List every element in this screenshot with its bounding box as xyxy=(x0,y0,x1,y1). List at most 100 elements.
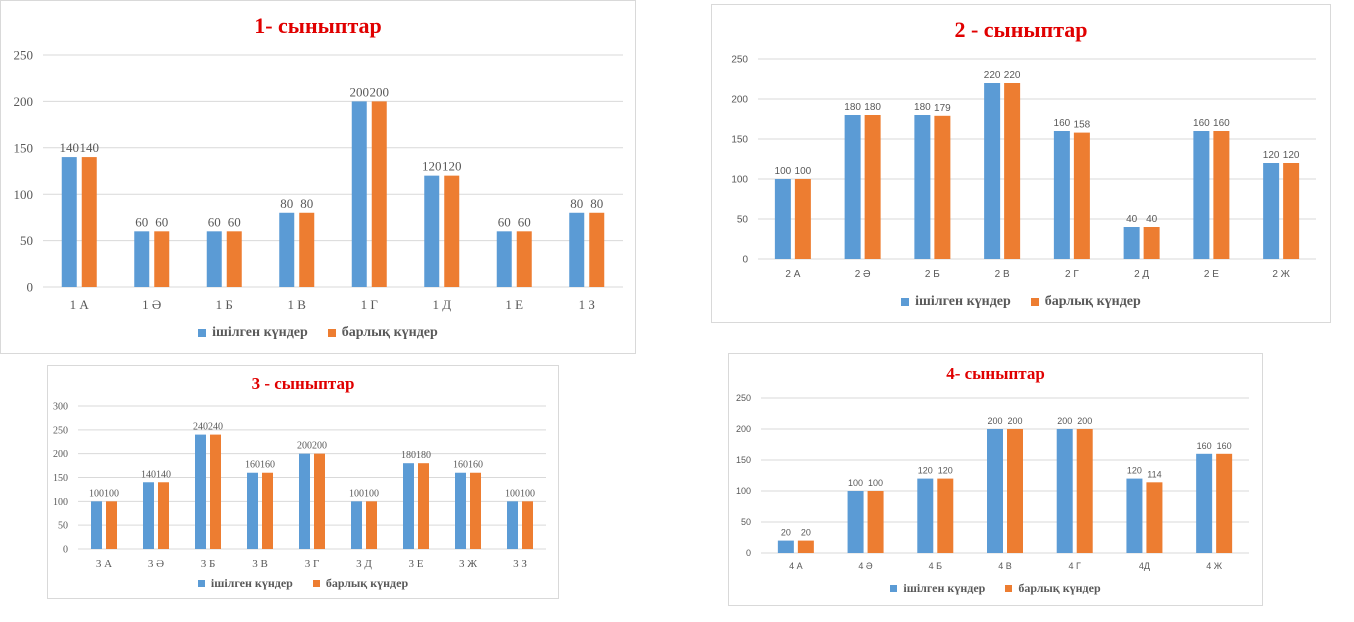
data-label: 140 xyxy=(156,469,171,480)
bar-series-1 xyxy=(917,478,934,553)
data-label: 160 xyxy=(468,460,483,471)
bar-series-1 xyxy=(1193,131,1210,259)
data-label: 180 xyxy=(416,450,431,461)
bar-series-2 xyxy=(158,482,169,549)
bar-series-1 xyxy=(1263,163,1280,259)
data-label: 100 xyxy=(795,166,812,177)
chart-plot: 0 50 100 150 200 250 4 А 20 20 4 Ә 100 100 4 Б 120 120… xyxy=(736,393,1249,571)
x-tick-label: 3 В xyxy=(252,558,268,570)
chart-legend: ішілген күндер барлық күндер xyxy=(1,325,635,341)
data-label: 20 xyxy=(801,528,811,538)
y-tick-label: 0 xyxy=(63,545,68,556)
chart-legend: ішілген күндер барлық күндер xyxy=(712,294,1330,310)
data-label: 120 xyxy=(938,466,953,476)
x-tick-label: 3 Е xyxy=(409,558,424,570)
x-tick-label: 1 А xyxy=(70,297,90,312)
bar-series-2 xyxy=(797,540,814,553)
bar-series-1 xyxy=(507,501,518,549)
data-label: 80 xyxy=(570,196,583,211)
data-label: 60 xyxy=(208,214,221,229)
bar-series-2 xyxy=(522,501,533,549)
legend-item-series-2: барлық күндер xyxy=(1030,294,1141,310)
chart-title: 1- сыныптар xyxy=(254,13,382,38)
bar-series-2 xyxy=(1213,131,1230,259)
y-tick-label: 150 xyxy=(53,473,68,484)
bar-series-1 xyxy=(987,429,1003,553)
chart-panel-3: 3 - сыныптар 0 50 100 150 200 250 300 3 А 100 100… xyxy=(47,365,559,599)
data-label: 60 xyxy=(498,214,511,229)
y-tick-label: 200 xyxy=(53,449,68,460)
bar-series-2 xyxy=(299,212,315,287)
data-label: 160 xyxy=(1217,441,1232,451)
x-tick-label: 3 Д xyxy=(356,558,372,570)
bar-series-2 xyxy=(1007,429,1023,553)
x-tick-label: 4 Г xyxy=(1069,561,1082,571)
data-label: 60 xyxy=(228,214,241,229)
data-label: 114 xyxy=(1147,469,1161,479)
y-tick-label: 250 xyxy=(736,393,751,403)
bar-series-2 xyxy=(81,157,97,287)
y-tick-label: 150 xyxy=(14,140,34,155)
data-label: 160 xyxy=(1197,441,1212,451)
data-label: 100 xyxy=(868,478,883,488)
data-label: 60 xyxy=(518,214,531,229)
bar-series-2 xyxy=(1073,132,1090,259)
x-tick-label: 1 З xyxy=(579,297,595,312)
x-tick-label: 2 Б xyxy=(925,269,940,280)
x-tick-label: 4 Ә xyxy=(858,561,873,571)
legend-item-series-2: барлық күндер xyxy=(1005,581,1101,596)
x-tick-label: 2 Г xyxy=(1065,269,1079,280)
bar-series-2 xyxy=(1076,429,1093,553)
bar-series-1 xyxy=(424,175,440,287)
y-tick-label: 50 xyxy=(737,215,749,226)
bar-series-1 xyxy=(984,83,1001,259)
bar-series-1 xyxy=(455,472,466,549)
data-label: 20 xyxy=(781,528,791,538)
y-tick-label: 250 xyxy=(14,48,34,63)
data-label: 160 xyxy=(453,460,468,471)
y-tick-label: 100 xyxy=(731,175,748,186)
chart-legend: ішілген күндер барлық күндер xyxy=(729,581,1262,596)
x-tick-label: 3 Г xyxy=(305,558,320,570)
bar-series-2 xyxy=(371,101,387,288)
data-label: 80 xyxy=(280,196,293,211)
data-label: 160 xyxy=(1193,118,1210,129)
data-label: 240 xyxy=(193,422,208,433)
x-tick-label: 4 Ж xyxy=(1206,561,1223,571)
chart-title: 4- сыныптар xyxy=(946,364,1045,383)
data-label: 200 xyxy=(1057,416,1072,426)
bar-series-1 xyxy=(247,472,258,549)
bar-series-1 xyxy=(195,434,206,549)
bar-series-2 xyxy=(470,472,481,549)
y-tick-label: 50 xyxy=(58,521,68,532)
legend-swatch-series-1 xyxy=(890,585,898,592)
bar-series-1 xyxy=(299,453,310,549)
data-label: 100 xyxy=(364,488,379,499)
x-tick-label: 4 Б xyxy=(929,561,943,571)
x-tick-label: 1 Д xyxy=(432,297,451,312)
chart-legend: ішілген күндер барлық күндер xyxy=(48,576,558,591)
data-label: 100 xyxy=(89,488,104,499)
bar-series-2 xyxy=(934,115,951,259)
data-label: 200 xyxy=(1007,416,1022,426)
data-label: 120 xyxy=(1127,466,1142,476)
bar-series-2 xyxy=(1283,163,1300,259)
bar-series-1 xyxy=(61,157,77,287)
legend-label-series-1: ішілген күндер xyxy=(915,294,1011,309)
data-label: 200 xyxy=(987,416,1002,426)
bar-series-2 xyxy=(1146,482,1163,553)
data-label: 180 xyxy=(401,450,416,461)
y-tick-label: 0 xyxy=(742,255,748,266)
bar-series-2 xyxy=(418,463,429,549)
legend-label-series-2: барлық күндер xyxy=(325,576,409,590)
chart-plot: 0 50 100 150 200 250 1 А 140 140 1 Ә 60 60 1 Б 60 60 1 … xyxy=(14,48,623,312)
data-label: 100 xyxy=(775,166,792,177)
bar-series-1 xyxy=(847,491,864,553)
x-tick-label: 1 Ә xyxy=(142,297,161,312)
data-label: 140 xyxy=(60,140,80,155)
y-tick-label: 100 xyxy=(736,486,751,496)
x-tick-label: 4 В xyxy=(998,561,1012,571)
y-tick-label: 150 xyxy=(736,455,751,465)
chart-title: 2 - сыныптар xyxy=(954,17,1088,42)
